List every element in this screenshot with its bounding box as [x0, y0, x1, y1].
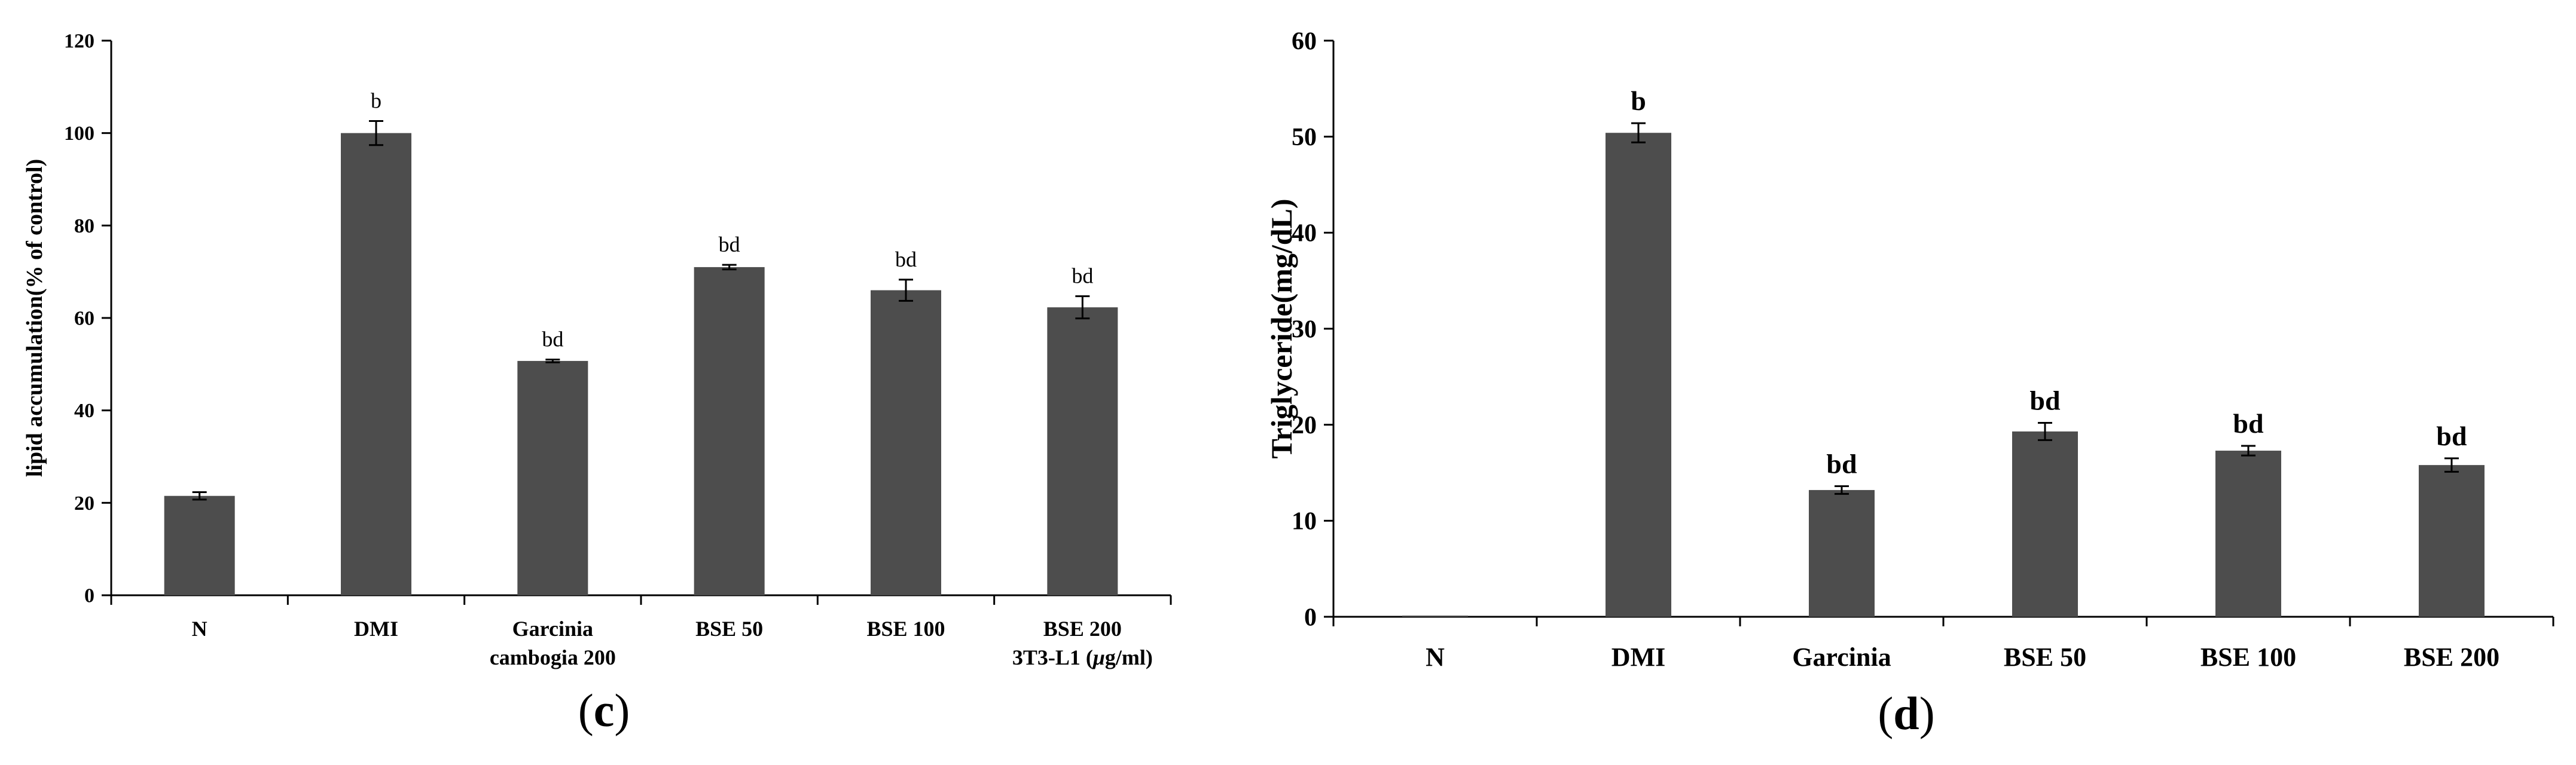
bar [1606, 133, 1671, 617]
bar [517, 360, 588, 595]
axis-unit-note-mu: μ [1092, 645, 1105, 669]
bar [694, 267, 765, 595]
y-tick-label: 10 [1292, 508, 1317, 536]
x-category-label: DMI [354, 617, 398, 641]
x-category-label: BSE 50 [695, 617, 763, 641]
y-tick-label: 100 [64, 123, 94, 145]
panel-label: (c) [578, 684, 630, 736]
y-tick-label: 60 [74, 308, 94, 330]
significance-label: bd [1072, 264, 1093, 288]
x-category-label: Garcinia [1792, 642, 1891, 672]
y-tick-label: 50 [1292, 124, 1317, 151]
y-tick-label: 0 [1304, 604, 1317, 631]
x-category-label: N [192, 617, 207, 641]
y-axis-label: lipid accumulation(% of control) [22, 159, 47, 477]
axis-unit-note-suffix: g/ml) [1105, 645, 1153, 669]
bar [1809, 489, 1875, 617]
panel-label-letter: c [594, 684, 615, 736]
significance-label: b [371, 89, 381, 113]
panel-label-open: ( [1878, 687, 1893, 739]
y-tick-label: 20 [1292, 412, 1317, 439]
bar [2012, 431, 2078, 617]
chart-d-triglyceride: 0 10 20 30 40 50 60 Nb DMI bd Garcinia bd BSE 50 bd BS… [1265, 27, 2554, 739]
axis-unit-note-prefix: 3T3-L1 ( [1012, 645, 1093, 669]
chart-c-lipid-accumulation: 0 20 40 60 80 100 120 Nb DMI bd Garcinia cambogia 2… [22, 30, 1172, 736]
x-category-label: BSE 100 [866, 617, 945, 641]
x-category-label: BSE 200 [1043, 617, 1122, 641]
bar [2215, 451, 2281, 617]
significance-label: b [1631, 85, 1646, 116]
significance-label: bd [542, 328, 563, 351]
panel-label-letter: d [1893, 687, 1919, 739]
x-category-label: BSE 50 [2004, 642, 2086, 672]
y-tick-label: 40 [1292, 220, 1317, 247]
x-category-label: DMI [1611, 642, 1665, 672]
panel-label-close: ) [614, 684, 630, 736]
x-category-label: cambogia 200 [490, 645, 616, 669]
bar [1047, 307, 1118, 595]
y-tick-label: 120 [64, 30, 94, 53]
significance-label: bd [2233, 408, 2264, 439]
significance-label: bd [719, 232, 740, 256]
bar [164, 495, 235, 595]
panel-label: (d) [1878, 687, 1934, 739]
x-category-label: BSE 100 [2200, 642, 2296, 672]
y-axis-label: Triglyceride(mg/dL) [1265, 198, 1298, 458]
significance-label: bd [2436, 421, 2467, 451]
x-category-label: Garcinia [512, 617, 593, 641]
significance-label: bd [1826, 448, 1857, 479]
bar [341, 133, 411, 595]
y-tick-label: 0 [84, 585, 94, 607]
y-tick-label: 60 [1292, 27, 1317, 55]
bar [1402, 616, 1468, 617]
y-tick-label: 80 [74, 215, 94, 237]
panel-label-close: ) [1919, 687, 1935, 739]
significance-label: bd [2029, 385, 2061, 415]
bar [871, 290, 941, 595]
x-category-label: BSE 200 [2404, 642, 2499, 672]
panel-label-open: ( [578, 684, 594, 736]
y-tick-label: 20 [74, 492, 94, 515]
axis-unit-note: 3T3-L1 (μg/ml) [1012, 645, 1153, 669]
x-category-label: N [1426, 642, 1445, 672]
bar [2419, 465, 2485, 617]
y-tick-label: 40 [74, 400, 94, 422]
y-tick-label: 30 [1292, 316, 1317, 343]
significance-label: bd [895, 247, 917, 271]
